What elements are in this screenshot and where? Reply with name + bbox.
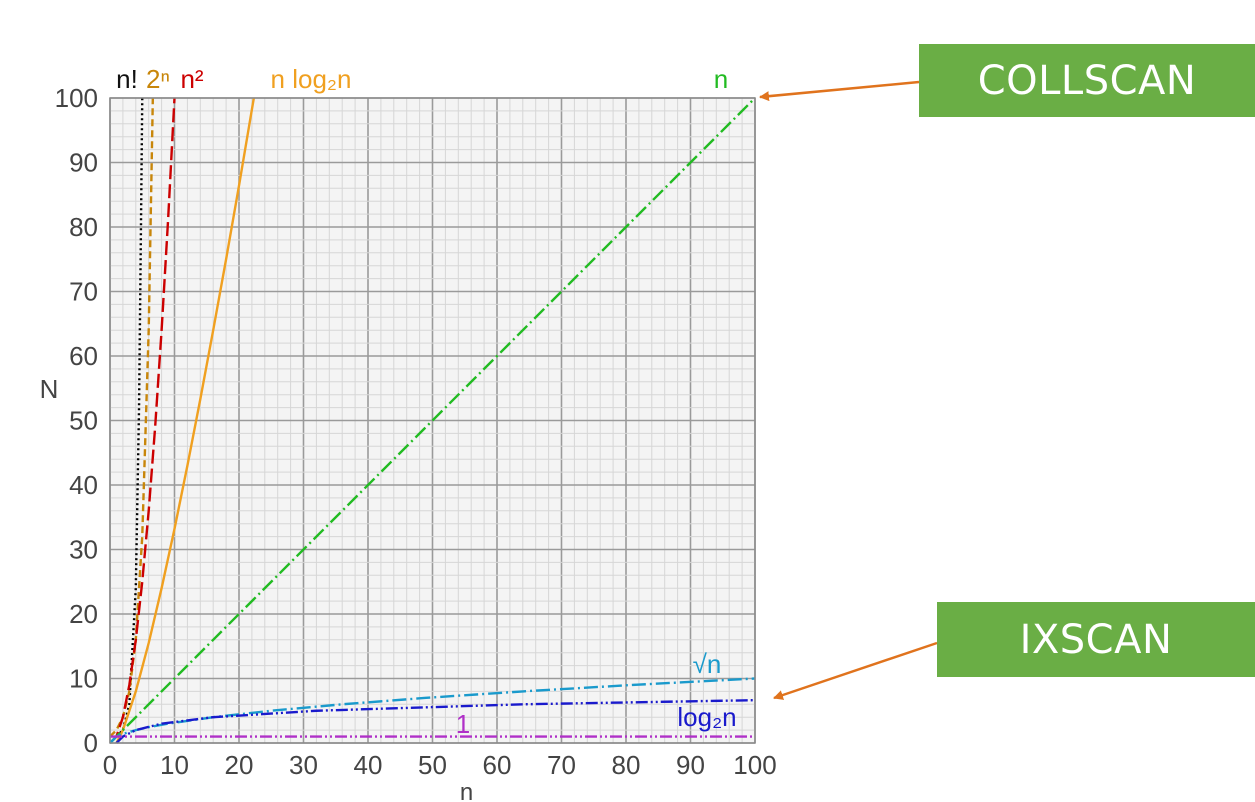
x-tick-label: 70 — [547, 750, 576, 780]
x-tick-label: 30 — [289, 750, 318, 780]
y-tick-label: 10 — [69, 664, 98, 694]
x-tick-label: 20 — [225, 750, 254, 780]
series-line — [110, 97, 176, 744]
y-tick-label: 60 — [69, 341, 98, 371]
y-tick-label: 30 — [69, 535, 98, 565]
x-tick-label: 0 — [103, 750, 117, 780]
y-tick-label: 0 — [84, 728, 98, 758]
y-tick-label: 20 — [69, 599, 98, 629]
collscan-callout: COLLSCAN — [919, 44, 1255, 117]
y-axis-label: N — [40, 374, 59, 404]
y-tick-label: 100 — [55, 83, 98, 113]
series-label: 2ⁿ — [146, 64, 170, 94]
series-line — [110, 97, 155, 738]
x-tick-label: 40 — [354, 750, 383, 780]
ixscan-arrow — [773, 641, 938, 700]
y-tick-label: 40 — [69, 470, 98, 500]
series-label: n² — [180, 64, 203, 94]
x-tick-label: 50 — [418, 750, 447, 780]
series-label: n! — [116, 64, 138, 94]
plot-frame — [109, 97, 756, 744]
chart-axes: 0 10 20 30 40 50 60 70 80 90 100 0 10 20 30 40 50 60 70 80 9… — [40, 83, 777, 802]
series-label: 1 — [456, 709, 470, 739]
collscan-arrow — [759, 80, 920, 102]
x-axis-label: n — [460, 779, 473, 802]
x-tick-label: 90 — [676, 750, 705, 780]
series-label: log₂n — [677, 702, 736, 732]
series-line — [115, 97, 256, 744]
ixscan-callout: IXSCAN — [937, 602, 1255, 677]
x-tick-label: 80 — [612, 750, 641, 780]
y-tick-label: 70 — [69, 277, 98, 307]
y-tick-label: 50 — [69, 406, 98, 436]
chart-series — [110, 97, 755, 744]
series-line — [115, 97, 144, 738]
y-tick-label: 90 — [69, 148, 98, 178]
y-tick-label: 80 — [69, 212, 98, 242]
series-labels: n! 2ⁿ n² n log₂n n √n log₂n 1 — [116, 64, 736, 739]
series-line — [110, 97, 755, 744]
x-tick-label: 10 — [160, 750, 189, 780]
series-label: n — [714, 64, 728, 94]
x-tick-label: 100 — [733, 750, 776, 780]
series-label: √n — [693, 649, 722, 679]
series-label: n log₂n — [271, 64, 352, 94]
x-tick-label: 60 — [483, 750, 512, 780]
